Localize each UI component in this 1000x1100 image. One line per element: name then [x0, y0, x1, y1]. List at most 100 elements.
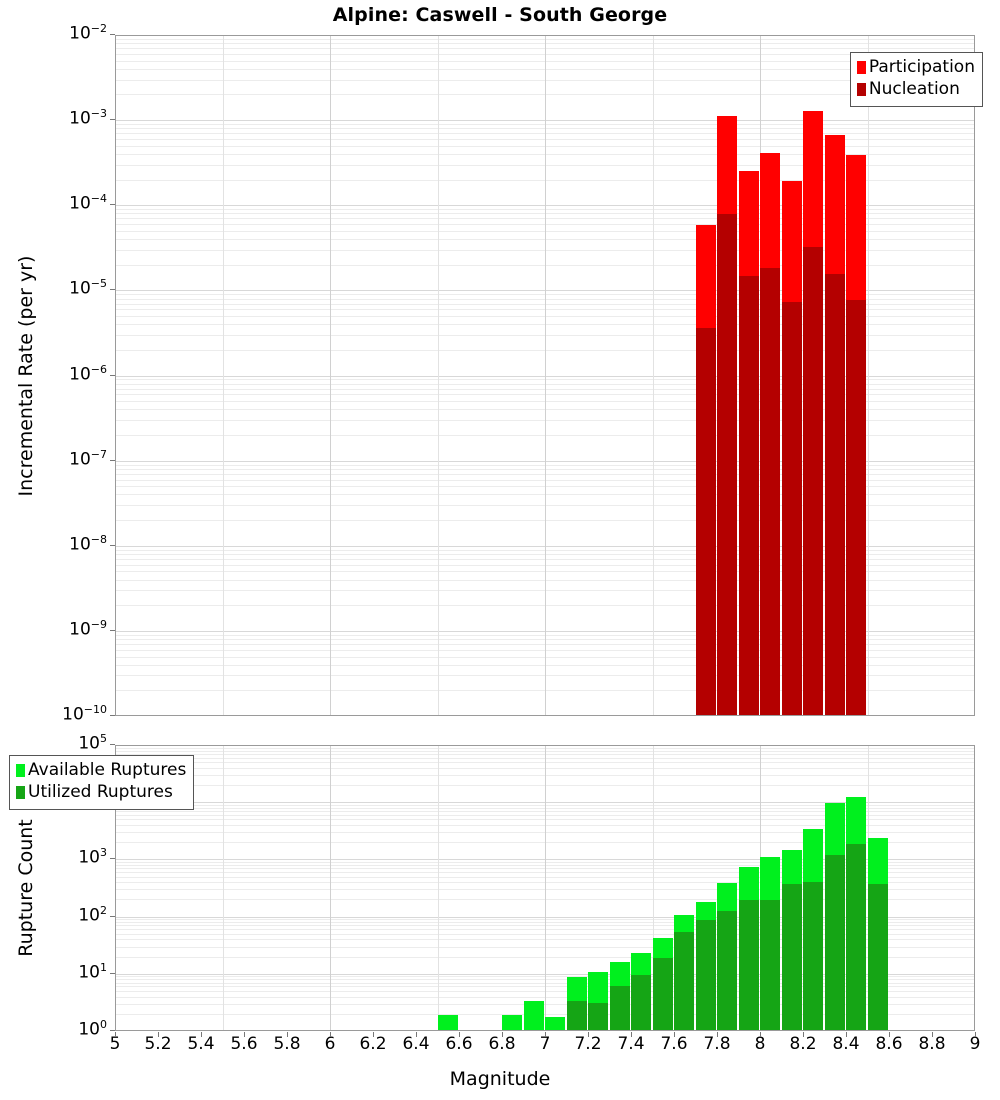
y-axis-tick — [110, 915, 115, 917]
grid-line-vertical — [652, 36, 654, 715]
rupture-count-plot — [115, 745, 975, 1031]
bottom-panel-y-axis-label: Rupture Count — [15, 819, 37, 957]
y-axis-tick — [110, 204, 115, 206]
x-axis-tick — [158, 1032, 159, 1037]
x-axis-tick — [545, 1032, 546, 1037]
x-axis-tick — [244, 1032, 245, 1037]
bar-available-ruptures — [437, 1014, 458, 1030]
x-axis-tick — [330, 1032, 331, 1037]
x-tick-label: 5.2 — [144, 1034, 172, 1054]
x-axis-tick — [631, 1032, 632, 1037]
x-axis-tick — [760, 1032, 761, 1037]
bar-utilized-ruptures — [631, 974, 652, 1030]
y-axis-tick — [110, 629, 115, 631]
bar-utilized-ruptures — [652, 957, 673, 1030]
x-axis-tick — [803, 1032, 804, 1037]
legend-label: Nucleation — [868, 78, 960, 99]
bottom-panel-legend-item: Utilized Ruptures — [16, 782, 186, 804]
x-axis-tick — [502, 1032, 503, 1037]
y-axis-tick — [110, 858, 115, 860]
y-axis-tick — [110, 34, 115, 35]
x-tick-label: 5.4 — [187, 1034, 215, 1054]
bottom-panel-y-tick-label: 100 — [78, 1018, 107, 1040]
bottom-panel-y-tick-label: 101 — [78, 960, 107, 983]
bar-nucleation — [717, 214, 738, 715]
x-tick-label: 7.8 — [703, 1034, 731, 1054]
x-tick-label: 7.4 — [617, 1034, 645, 1054]
bar-utilized-ruptures — [803, 881, 824, 1030]
top-panel-y-tick-label: 10−7 — [69, 447, 107, 470]
x-axis-tick — [717, 1032, 718, 1037]
bottom-panel-legend-item: Available Ruptures — [16, 760, 186, 782]
legend-color-swatch — [856, 83, 866, 97]
x-tick-label: 5 — [109, 1034, 121, 1054]
bar-available-ruptures — [545, 1017, 566, 1030]
bar-nucleation — [781, 302, 802, 715]
legend-label: Participation — [868, 57, 975, 77]
x-tick-label: 8.8 — [918, 1034, 946, 1054]
top-panel-y-tick-label: 10−8 — [69, 532, 107, 555]
legend-color-swatch — [856, 61, 866, 75]
x-axis-tick — [932, 1032, 933, 1037]
y-axis-tick — [110, 119, 115, 121]
x-axis-tick — [201, 1032, 202, 1037]
top-panel-y-tick-label: 10−5 — [69, 277, 107, 300]
grid-line-vertical — [222, 36, 224, 715]
bar-utilized-ruptures — [566, 1000, 587, 1030]
x-tick-label: 8 — [754, 1034, 766, 1054]
bar-utilized-ruptures — [738, 900, 759, 1030]
top-panel-legend: Participation Nucleation — [849, 52, 983, 107]
x-tick-label: 9 — [969, 1034, 981, 1054]
bar-nucleation — [738, 276, 759, 715]
x-axis-label: Magnitude — [449, 1068, 551, 1090]
y-axis-tick — [110, 744, 115, 745]
grid-line-vertical — [545, 36, 546, 715]
grid-line-vertical — [437, 36, 439, 715]
grid-line-vertical — [330, 746, 331, 1030]
x-axis-tick — [416, 1032, 417, 1037]
x-tick-label: 7.2 — [574, 1034, 602, 1054]
top-panel-y-tick-label: 10−10 — [62, 703, 107, 725]
x-tick-label: 6.8 — [488, 1034, 516, 1054]
x-tick-label: 8.4 — [832, 1034, 860, 1054]
x-tick-label: 5.6 — [230, 1034, 258, 1054]
bar-utilized-ruptures — [760, 899, 781, 1030]
x-tick-label: 8.6 — [875, 1034, 903, 1054]
bar-utilized-ruptures — [609, 985, 630, 1030]
x-axis-tick — [975, 1032, 976, 1037]
y-axis-tick — [110, 374, 115, 376]
grid-line-vertical — [545, 746, 546, 1030]
x-axis-tick — [889, 1032, 890, 1037]
grid-line-vertical — [652, 746, 654, 1030]
y-axis-tick — [110, 972, 115, 974]
bottom-panel-legend: Available Ruptures Utilized Ruptures — [9, 755, 195, 810]
grid-line-vertical — [437, 746, 439, 1030]
top-panel-legend-item: Participation — [856, 57, 975, 79]
legend-label: Utilized Ruptures — [28, 781, 173, 802]
chart-title: Alpine: Caswell - South George — [332, 4, 668, 26]
x-axis-tick — [459, 1032, 460, 1037]
bar-nucleation — [760, 267, 781, 715]
bottom-panel-y-tick-label: 103 — [78, 846, 107, 869]
x-tick-label: 8.2 — [789, 1034, 817, 1054]
grid-line-vertical — [330, 36, 331, 715]
bar-utilized-ruptures — [824, 854, 845, 1030]
top-panel-y-tick-label: 10−2 — [69, 22, 107, 44]
x-tick-label: 6.4 — [402, 1034, 430, 1054]
bar-utilized-ruptures — [717, 911, 738, 1030]
bar-nucleation — [846, 299, 867, 715]
y-axis-tick — [110, 289, 115, 291]
y-axis-tick — [110, 1030, 115, 1031]
x-tick-label: 6.6 — [445, 1034, 473, 1054]
x-tick-label: 7.6 — [660, 1034, 688, 1054]
bottom-panel-y-tick-label: 102 — [78, 903, 107, 926]
bar-nucleation — [695, 328, 716, 715]
bar-available-ruptures — [502, 1014, 523, 1030]
x-axis-tick — [674, 1032, 675, 1037]
x-axis-tick — [287, 1032, 288, 1037]
y-axis-tick — [110, 459, 115, 461]
x-tick-label: 7 — [539, 1034, 551, 1054]
x-axis-tick — [115, 1032, 116, 1037]
grid-line-vertical — [867, 36, 869, 715]
